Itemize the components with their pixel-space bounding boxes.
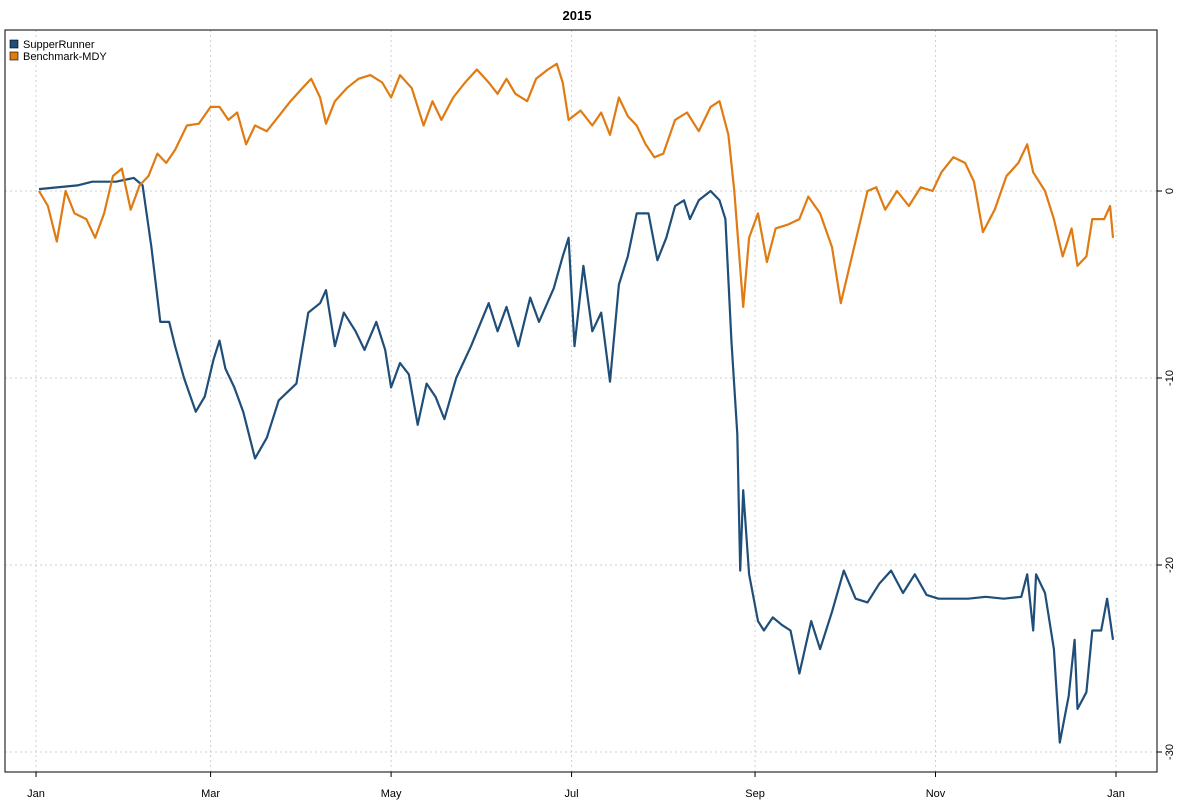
series-line-benchmark-mdy (38, 62, 1115, 308)
plot-frame (4, 29, 1158, 773)
x-tick-label: Sep (745, 788, 765, 800)
legend-swatch (9, 51, 19, 61)
x-tick-label: Jan (27, 788, 45, 800)
legend-label: SupperRunner (23, 39, 95, 51)
y-tick-label: -10 (1164, 370, 1176, 386)
y-tick-label: -30 (1164, 744, 1176, 760)
legend-swatch (9, 39, 19, 49)
y-tick-label: 0 (1164, 188, 1176, 194)
series-lines (38, 62, 1115, 744)
series-line-supperrunner (38, 176, 1115, 744)
x-tick-label: Jul (565, 788, 579, 800)
x-tick-label: Jan (1107, 788, 1125, 800)
legend-label: Benchmark-MDY (23, 51, 107, 63)
grid-lines (5, 30, 1157, 772)
x-tick-label: Nov (926, 788, 946, 800)
chart-title: 2015 (563, 8, 592, 23)
y-tick-label: -20 (1164, 557, 1176, 573)
axes: Jan Mar May Jul Sep Nov Jan 0 -10 -20 -30 (27, 188, 1176, 800)
x-tick-label: Mar (201, 788, 220, 800)
x-tick-label: May (381, 788, 402, 800)
